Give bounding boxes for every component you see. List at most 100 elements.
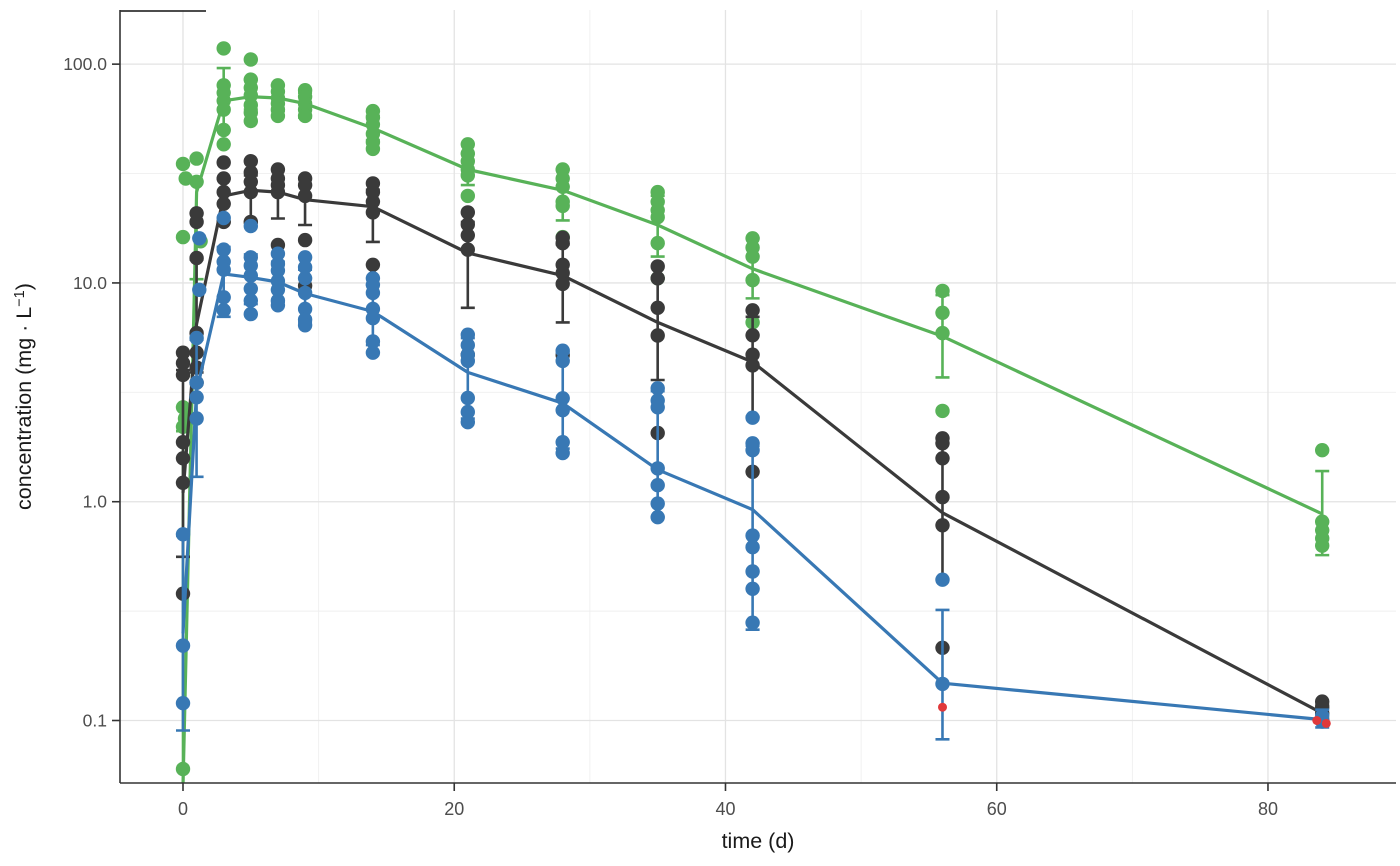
- data-point: [938, 702, 947, 712]
- data-point: [297, 250, 313, 265]
- data-point: [745, 581, 760, 596]
- data-point: [935, 518, 950, 533]
- data-point: [650, 496, 665, 511]
- data-point: [555, 179, 570, 194]
- data-point: [189, 390, 204, 405]
- data-point: [555, 353, 570, 369]
- data-point: [297, 188, 313, 204]
- data-point: [555, 265, 570, 281]
- data-point: [270, 246, 286, 261]
- data-point: [555, 276, 570, 292]
- data-point: [365, 311, 381, 326]
- data-point: [555, 198, 570, 214]
- data-point: [216, 242, 231, 257]
- data-point: [243, 306, 258, 322]
- data-point: [555, 235, 570, 251]
- data-point: [216, 41, 231, 56]
- x-axis-title: time (d): [722, 829, 795, 853]
- series-red: [938, 702, 1331, 728]
- data-point: [270, 184, 286, 200]
- data-point: [650, 235, 665, 251]
- data-point: [216, 184, 231, 200]
- data-point: [270, 298, 286, 313]
- data-point: [650, 259, 665, 274]
- data-point: [935, 572, 950, 587]
- data-series-layer: [175, 41, 1331, 783]
- data-point: [365, 257, 381, 272]
- data-point: [935, 676, 950, 692]
- x-tick-label: 60: [987, 799, 1007, 819]
- error-bar: [935, 608, 950, 741]
- data-point: [650, 271, 665, 286]
- data-point: [216, 137, 231, 152]
- data-point: [216, 303, 231, 318]
- y-axis-title-main: concentration (mg · L: [12, 307, 36, 510]
- data-point: [745, 539, 760, 555]
- x-tick-label: 80: [1258, 799, 1278, 819]
- data-point: [297, 318, 313, 333]
- data-point: [216, 122, 231, 138]
- data-point: [192, 231, 207, 246]
- data-point: [460, 390, 475, 406]
- data-point: [365, 141, 381, 157]
- data-point: [460, 415, 475, 430]
- data-point: [189, 411, 204, 426]
- data-point: [216, 155, 231, 170]
- data-point: [745, 358, 760, 373]
- data-point: [935, 489, 950, 505]
- data-point: [189, 214, 204, 230]
- data-point: [175, 527, 191, 542]
- y-tick-label: 1.0: [83, 492, 108, 512]
- data-point: [555, 403, 570, 418]
- data-point: [216, 196, 231, 211]
- data-point: [243, 52, 258, 67]
- axes-layer: 0.1 1.0 10.0 100.0 0 20 40 60 80: [63, 10, 1396, 819]
- data-point: [270, 263, 286, 278]
- data-point: [175, 229, 191, 245]
- data-point: [175, 638, 191, 653]
- data-point: [175, 367, 191, 383]
- data-point: [192, 282, 207, 297]
- data-point: [1315, 443, 1330, 458]
- data-point: [175, 435, 191, 450]
- y-tick-label: 0.1: [83, 710, 107, 730]
- data-point: [935, 283, 950, 299]
- data-point: [175, 475, 191, 490]
- data-point: [297, 301, 313, 317]
- data-point: [650, 328, 665, 343]
- data-point: [243, 293, 258, 308]
- data-point: [650, 300, 665, 315]
- data-point: [935, 451, 950, 466]
- data-point: [243, 281, 258, 296]
- data-point: [745, 564, 760, 579]
- series-green: [175, 41, 1330, 783]
- data-point: [243, 184, 258, 200]
- data-point: [745, 249, 760, 264]
- data-point: [1312, 716, 1322, 725]
- x-tick-label: 0: [178, 799, 188, 819]
- data-point: [297, 271, 313, 286]
- data-point: [745, 303, 760, 318]
- data-point: [745, 347, 760, 362]
- data-point: [243, 174, 258, 189]
- data-point: [650, 400, 665, 415]
- data-point: [178, 171, 193, 186]
- data-point: [460, 188, 475, 204]
- data-point: [935, 403, 950, 419]
- y-tick-label: 100.0: [63, 54, 107, 74]
- y-axis-title: concentration (mg · L−1): [12, 283, 36, 510]
- data-point: [1315, 538, 1330, 553]
- data-point: [745, 443, 760, 458]
- data-point: [1321, 718, 1331, 728]
- y-tick-label: 10.0: [73, 273, 107, 293]
- series-blue: [175, 210, 1330, 741]
- y-axis-title-close: ): [12, 283, 36, 290]
- data-point: [243, 154, 258, 169]
- data-point: [935, 325, 950, 341]
- data-point: [189, 151, 204, 166]
- data-point: [650, 510, 665, 525]
- data-point: [189, 375, 204, 390]
- data-point: [460, 205, 475, 220]
